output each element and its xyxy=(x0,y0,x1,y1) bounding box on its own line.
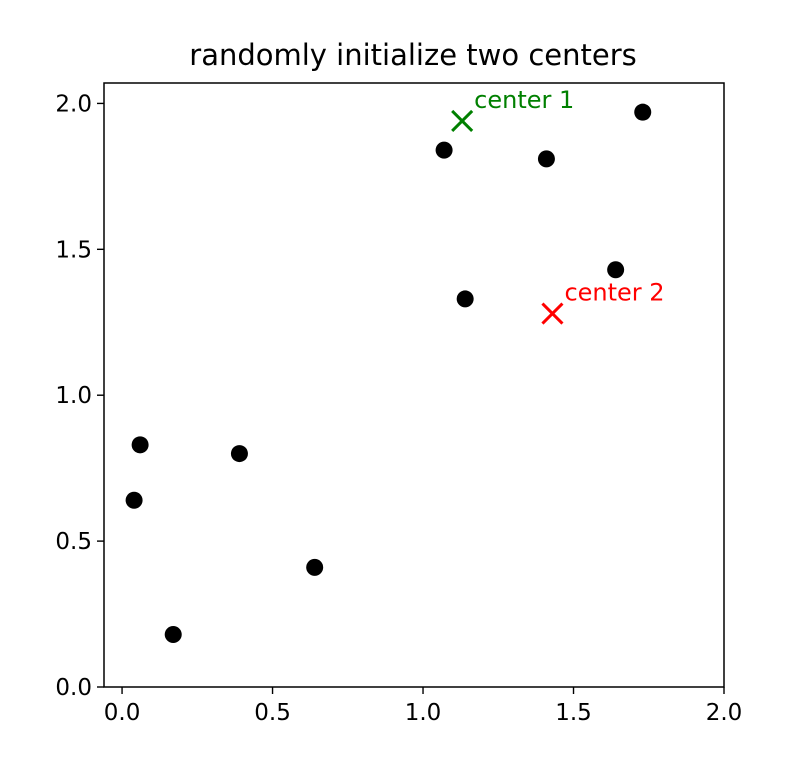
axis-ticks: 0.0 0.5 1.0 1.5 2.0 0.0 0.5 1.0 1.5 2.0 xyxy=(55,91,742,726)
y-tick-label: 0.0 xyxy=(55,675,92,701)
cluster-centers: center 1 center 2 xyxy=(451,86,665,325)
x-tick-label: 0.5 xyxy=(254,700,291,726)
plot-area-frame xyxy=(103,82,725,688)
y-tick-label: 1.0 xyxy=(55,383,92,409)
x-tick-label: 2.0 xyxy=(706,700,743,726)
x-tick-label: 0.0 xyxy=(104,700,141,726)
data-points xyxy=(125,103,652,643)
data-point xyxy=(456,290,474,308)
data-point xyxy=(634,103,652,121)
data-point xyxy=(306,558,324,576)
center-2-marker xyxy=(541,302,564,325)
chart-title: randomly initialize two centers xyxy=(189,38,636,72)
center-1-label: center 1 xyxy=(474,86,574,114)
x-tick-label: 1.0 xyxy=(405,700,442,726)
center-x-stroke xyxy=(541,302,564,325)
data-point xyxy=(537,150,555,168)
center-2-label: center 2 xyxy=(564,279,664,307)
data-point xyxy=(230,445,248,463)
y-tick-label: 2.0 xyxy=(55,91,92,117)
center-1-marker xyxy=(451,109,474,132)
data-point xyxy=(131,436,149,454)
x-tick-label: 1.5 xyxy=(555,700,592,726)
data-point xyxy=(435,141,453,159)
y-tick-label: 1.5 xyxy=(55,237,92,263)
data-point xyxy=(607,261,625,279)
data-point xyxy=(164,625,182,643)
y-tick-label: 0.5 xyxy=(55,529,92,555)
center-x-stroke xyxy=(451,109,474,132)
data-point xyxy=(125,491,143,509)
